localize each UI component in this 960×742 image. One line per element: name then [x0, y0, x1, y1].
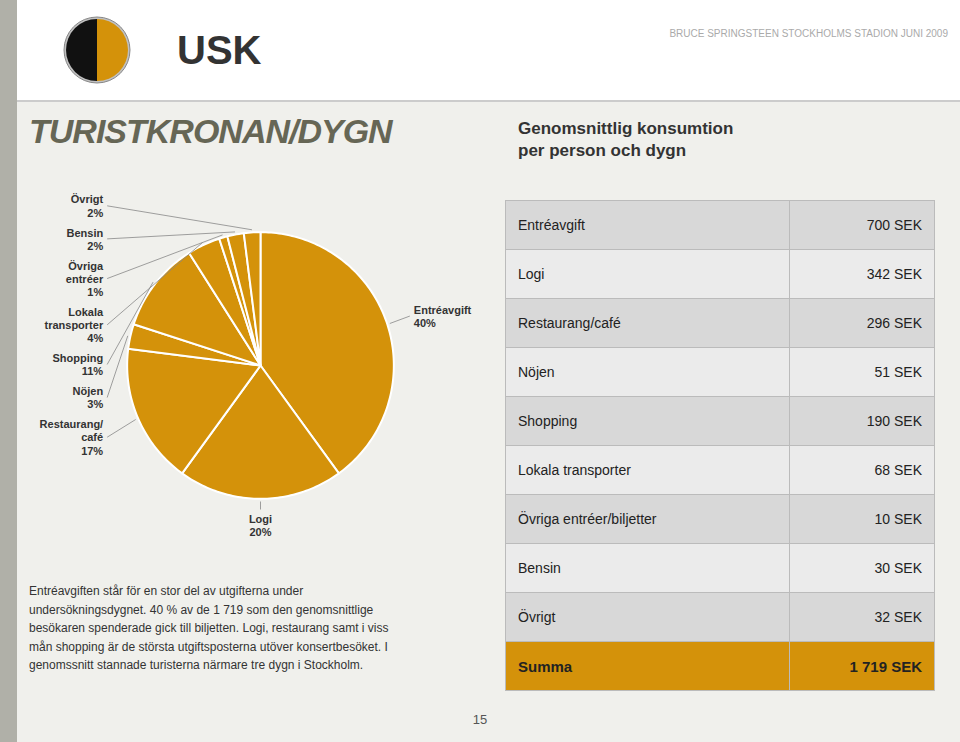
svg-text:Restaurang/café17%: Restaurang/café17%	[40, 418, 104, 456]
svg-text:Nöjen3%: Nöjen3%	[73, 385, 104, 410]
svg-text:Övrigaentréer1%: Övrigaentréer1%	[66, 260, 104, 298]
html-text:296 SEK: 296 SEK	[866, 315, 922, 331]
html-text:Övrigt: Övrigt	[518, 609, 556, 625]
html-text:30 SEK: 30 SEK	[874, 560, 922, 576]
svg-text:Bensin2%: Bensin2%	[66, 227, 103, 252]
html-text:68 SEK: 68 SEK	[874, 462, 922, 478]
svg-text:Lokalatransporter4%: Lokalatransporter4%	[44, 306, 104, 344]
html-text:15: 15	[472, 712, 488, 727]
html-text:51 SEK: 51 SEK	[874, 364, 922, 380]
html-text:USK: USK	[177, 28, 262, 72]
html-text:32 SEK: 32 SEK	[874, 609, 922, 625]
html-text:BRUCE SPRINGSTEEN STOCKHOLMS S: BRUCE SPRINGSTEEN STOCKHOLMS STADION JUN…	[669, 28, 948, 39]
html-text:Entréavgift: Entréavgift	[518, 217, 585, 233]
html-text:1 719 SEK: 1 719 SEK	[849, 657, 922, 675]
html-text:700 SEK: 700 SEK	[866, 217, 922, 233]
html-text:Genomsnittlig konsumtion per p: Genomsnittlig konsumtion per person och …	[518, 119, 734, 161]
html-text:Summa: Summa	[518, 657, 573, 675]
html-text:Restaurang/café: Restaurang/café	[518, 315, 621, 331]
html-text:342 SEK: 342 SEK	[866, 266, 922, 282]
svg-text:Logi20%: Logi20%	[249, 513, 272, 538]
svg-text:Entréavgift40%: Entréavgift40%	[414, 304, 472, 329]
html-text:10 SEK: 10 SEK	[874, 511, 922, 527]
html-text:190 SEK: 190 SEK	[866, 413, 922, 429]
html-text:Shopping: Shopping	[518, 413, 578, 429]
html-text:Entréavgiften står för en stor: Entréavgiften står för en stor del av ut…	[29, 584, 389, 673]
svg-text:Shopping11%: Shopping11%	[52, 352, 103, 377]
html-text:Övriga entréer/biljetter: Övriga entréer/biljetter	[518, 511, 657, 527]
html-text:Logi: Logi	[518, 266, 545, 282]
html-text:Bensin: Bensin	[518, 560, 561, 576]
html-text:Nöjen: Nöjen	[518, 364, 555, 380]
html-text:TURISTKRONAN/DYGN: TURISTKRONAN/DYGN	[29, 112, 392, 150]
svg-text:Övrigt2%: Övrigt2%	[71, 193, 104, 218]
html-text:Lokala transporter: Lokala transporter	[518, 462, 631, 478]
